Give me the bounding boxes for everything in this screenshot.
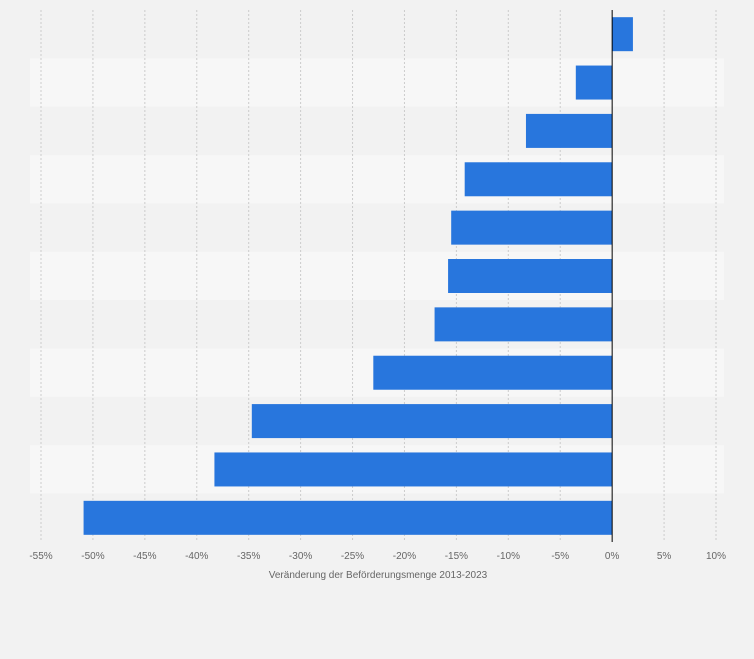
row-band — [30, 300, 724, 349]
row-band — [30, 106, 724, 156]
row-band — [30, 203, 724, 252]
row-band — [30, 58, 724, 107]
x-tick-label: 10% — [706, 551, 726, 562]
bar — [214, 452, 613, 487]
bar — [612, 17, 633, 52]
bar — [251, 404, 613, 439]
row-band — [30, 155, 724, 204]
bar — [451, 210, 613, 245]
x-tick-label: 5% — [657, 551, 672, 562]
bars — [83, 17, 633, 535]
row-band — [30, 10, 724, 59]
bar — [373, 355, 613, 390]
bar — [575, 65, 613, 100]
x-tick-label: -30% — [289, 551, 312, 562]
x-tick-label: -55% — [29, 551, 52, 562]
x-tick-label: -5% — [551, 551, 569, 562]
bar — [464, 162, 613, 197]
x-axis-label: Veränderung der Beförderungsmenge 2013-2… — [269, 570, 488, 581]
x-tick-label: -15% — [445, 551, 468, 562]
x-axis-ticks: -55% -50% -45% -40% -35% -30% -25% -20% -15% -10%… — [29, 551, 726, 562]
x-tick-label: -25% — [341, 551, 364, 562]
bar — [434, 307, 613, 342]
x-tick-label: -20% — [393, 551, 416, 562]
x-tick-label: -50% — [81, 551, 104, 562]
x-tick-label: -45% — [133, 551, 156, 562]
x-tick-label: -35% — [237, 551, 260, 562]
row-band — [30, 251, 724, 301]
bar — [525, 113, 613, 148]
x-tick-label: -40% — [185, 551, 208, 562]
bar — [83, 500, 613, 535]
x-tick-label: 0% — [605, 551, 620, 562]
bar — [448, 259, 613, 293]
x-tick-label: -10% — [497, 551, 520, 562]
